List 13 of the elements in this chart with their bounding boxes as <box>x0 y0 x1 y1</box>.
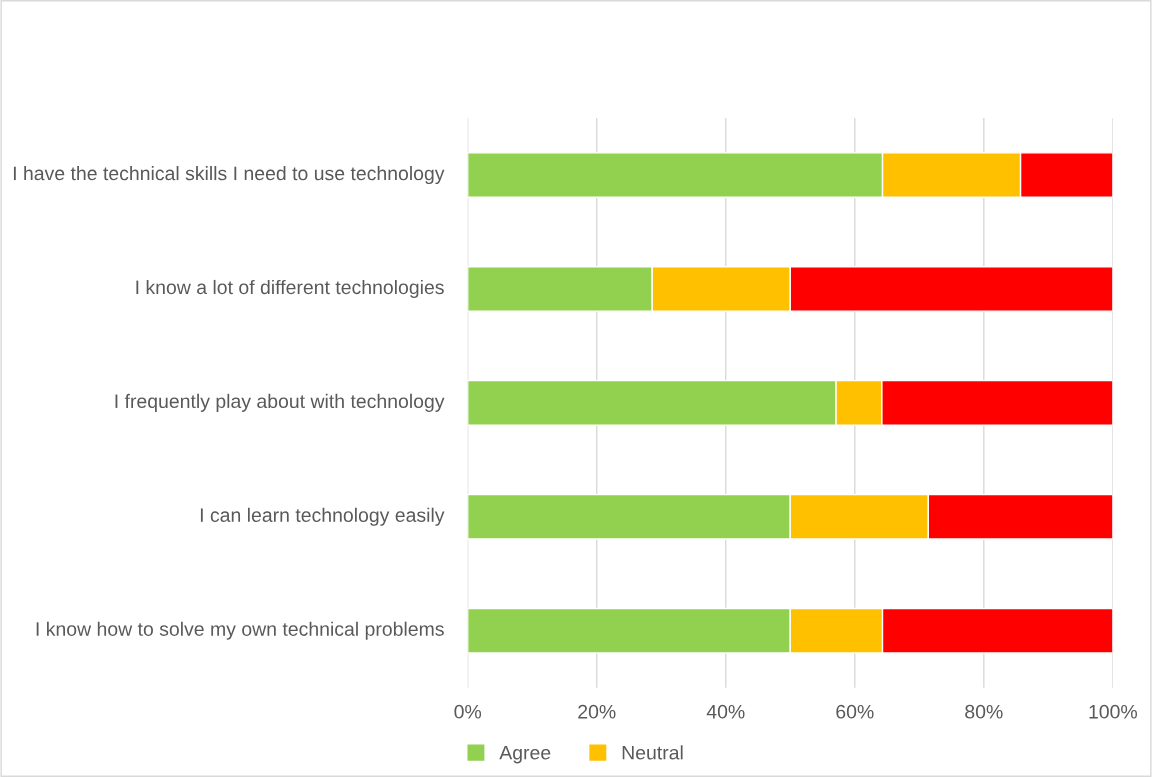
y-tick-label: I know a lot of different technologies <box>136 279 444 299</box>
x-tick-label: 60% <box>836 704 874 719</box>
legend-label: Agree <box>499 745 551 764</box>
x-tick-label: 80% <box>965 704 1003 719</box>
legend-label: Neutral <box>622 745 683 760</box>
y-tick-label: I know how to solve my own technical problems <box>36 621 444 640</box>
y-tick-label: I have the technical skills I need to use technology <box>13 166 445 185</box>
y-tick-label: I can learn technology easily <box>200 507 445 526</box>
x-tick-label: 20% <box>578 704 616 719</box>
x-tick-label: 100% <box>1089 704 1138 719</box>
x-tick-label: 40% <box>706 704 745 719</box>
y-tick-label: I frequently play about with technology <box>115 393 445 412</box>
x-tick-label: 0% <box>454 704 482 719</box>
